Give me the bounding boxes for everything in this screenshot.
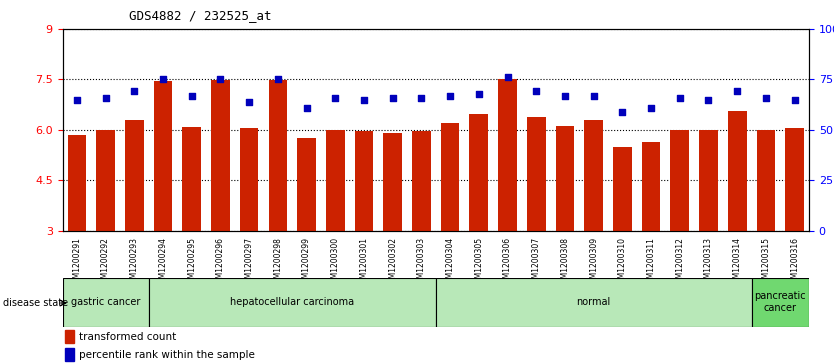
Point xyxy=(156,77,169,82)
Point xyxy=(414,95,428,101)
Bar xyxy=(297,138,316,231)
Text: transformed count: transformed count xyxy=(78,332,176,342)
Bar xyxy=(153,81,173,231)
Bar xyxy=(65,330,74,343)
Point xyxy=(587,93,600,98)
Bar xyxy=(354,131,374,231)
Bar xyxy=(435,278,751,327)
Bar xyxy=(786,128,804,231)
Point xyxy=(501,74,515,80)
Text: percentile rank within the sample: percentile rank within the sample xyxy=(78,350,254,360)
Bar xyxy=(384,133,402,231)
Point xyxy=(128,89,141,94)
Point xyxy=(673,95,686,101)
Point xyxy=(472,91,485,97)
Point xyxy=(357,97,370,102)
Bar xyxy=(326,130,344,231)
Bar xyxy=(555,126,575,231)
Point xyxy=(271,77,284,82)
Text: gastric cancer: gastric cancer xyxy=(71,297,140,307)
Text: disease state: disease state xyxy=(3,298,68,308)
Point xyxy=(702,97,716,102)
Bar xyxy=(269,80,287,231)
Bar xyxy=(641,142,661,231)
Text: GDS4882 / 232525_at: GDS4882 / 232525_at xyxy=(129,9,272,22)
Point xyxy=(214,77,227,82)
Point xyxy=(788,97,801,102)
Bar xyxy=(183,127,201,231)
Point xyxy=(530,89,543,94)
Point xyxy=(329,95,342,101)
Point xyxy=(444,93,457,98)
Bar xyxy=(699,130,718,231)
Bar xyxy=(751,278,809,327)
Point xyxy=(300,105,314,110)
Bar xyxy=(728,111,746,231)
Point xyxy=(759,95,772,101)
Bar xyxy=(68,135,86,231)
Bar xyxy=(148,278,435,327)
Text: hepatocellular carcinoma: hepatocellular carcinoma xyxy=(230,297,354,307)
Bar xyxy=(125,121,143,231)
Point xyxy=(645,105,658,110)
Bar xyxy=(498,79,517,231)
Bar xyxy=(412,131,430,231)
Point xyxy=(615,109,629,115)
Bar xyxy=(441,123,460,231)
Bar xyxy=(527,117,545,231)
Text: normal: normal xyxy=(576,297,610,307)
Point xyxy=(185,93,198,98)
Bar xyxy=(470,114,488,231)
Point xyxy=(70,97,83,102)
Bar xyxy=(63,278,148,327)
Bar xyxy=(671,130,689,231)
Point xyxy=(243,99,256,105)
Point xyxy=(99,95,113,101)
Bar xyxy=(613,147,631,231)
Point xyxy=(386,95,399,101)
Bar xyxy=(96,130,115,231)
Point xyxy=(558,93,571,98)
Text: pancreatic
cancer: pancreatic cancer xyxy=(755,291,806,313)
Bar xyxy=(585,121,603,231)
Bar xyxy=(65,348,74,361)
Bar xyxy=(211,80,230,231)
Point xyxy=(731,89,744,94)
Bar xyxy=(240,128,259,231)
Bar xyxy=(756,130,776,231)
